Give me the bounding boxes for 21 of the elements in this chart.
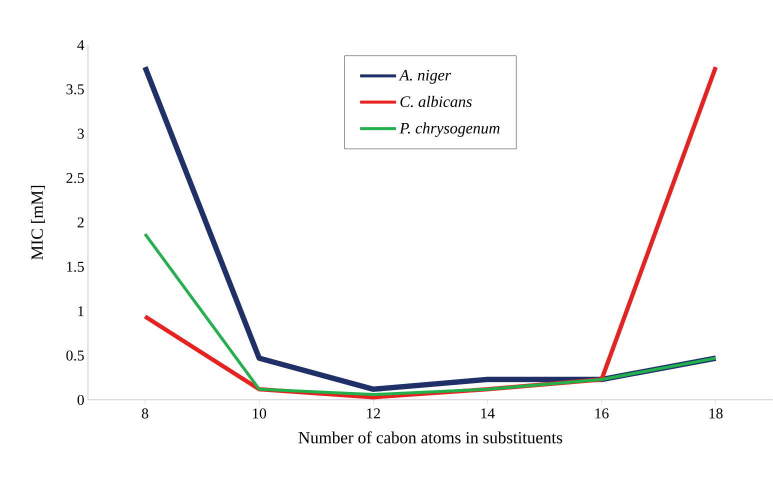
y-tick-label: 2.5 (66, 173, 84, 184)
x-tick-label: 12 (367, 408, 380, 418)
y-axis-title: MIC [mM] (30, 186, 45, 260)
y-tick-label: 4 (77, 40, 84, 50)
y-tick-label: 1.5 (67, 262, 84, 272)
x-tick-label: 10 (253, 408, 266, 419)
x-axis-title: Number of cabon atoms in substituents (298, 431, 562, 444)
y-tick-label: 0 (78, 394, 84, 405)
x-tick-label: 8 (142, 408, 148, 419)
x-tick-label: 18 (710, 408, 723, 419)
y-tick-label: 3.5 (66, 84, 84, 94)
x-tick-label: 16 (595, 408, 609, 418)
legend-label: P. chrysogenum (400, 122, 500, 137)
y-tick-label: 3 (78, 128, 84, 139)
legend-label: C. albicans (400, 96, 472, 108)
x-tick-label: 14 (481, 408, 495, 418)
line-series (144, 232, 718, 396)
y-tick-label: 1 (78, 306, 84, 316)
legend-label: A. niger (398, 70, 451, 84)
y-tick-label: 2 (78, 218, 84, 228)
y-tick-label: 0.5 (66, 350, 84, 361)
